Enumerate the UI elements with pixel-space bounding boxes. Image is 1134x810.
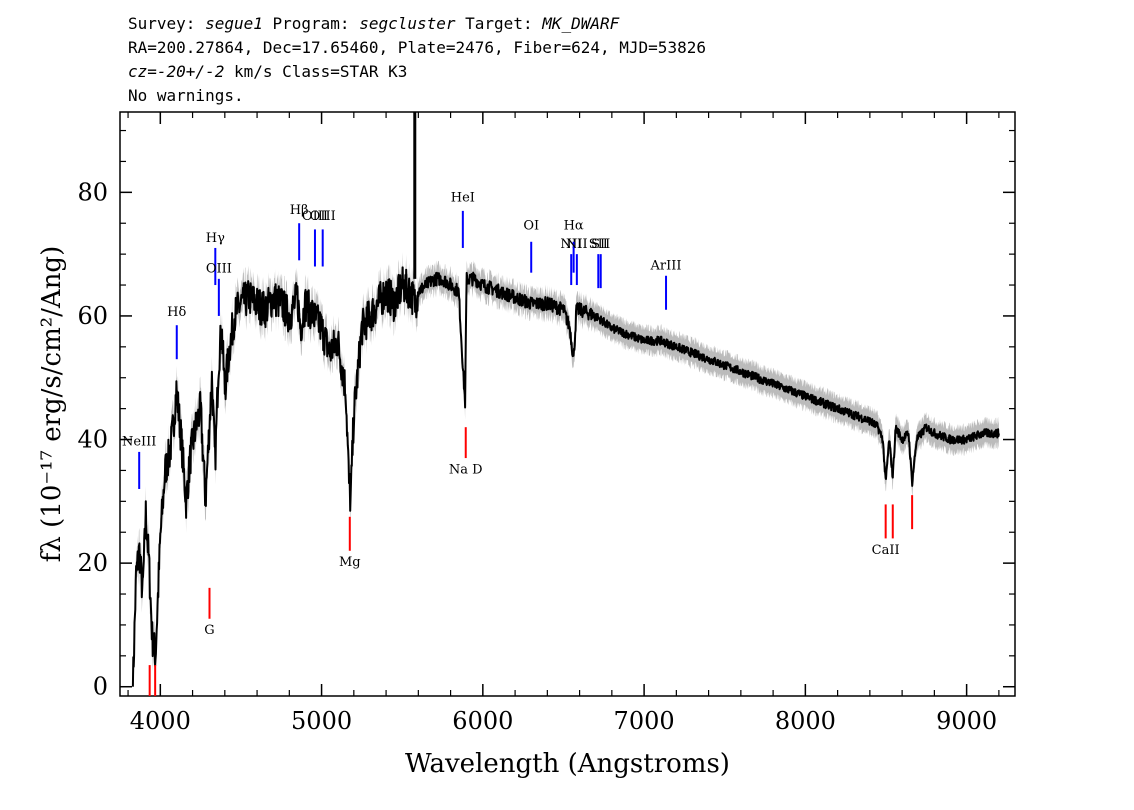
y-tick-label: 40 bbox=[77, 426, 108, 454]
line-label-7: HeI bbox=[451, 191, 475, 206]
line-label-5: OIII bbox=[302, 209, 328, 224]
line-label-17: G bbox=[204, 623, 214, 638]
header-line-2: RA=200.27864, Dec=17.65460, Plate=2476, … bbox=[128, 38, 706, 57]
y-tick-label: 0 bbox=[93, 673, 108, 701]
line-label-8: OI bbox=[523, 218, 539, 233]
header-line-1: Survey: segue1 Program: segcluster Targe… bbox=[128, 12, 706, 36]
target-value: MK_DWARF bbox=[542, 14, 620, 33]
y-tick-label: 20 bbox=[77, 549, 108, 577]
x-axis-title: Wavelength (Angstroms) bbox=[405, 749, 730, 779]
line-label-19: Na D bbox=[449, 463, 483, 478]
line-label-10: Hα bbox=[564, 218, 584, 233]
x-tick-label: 4000 bbox=[130, 707, 191, 735]
line-label-1: Hδ bbox=[167, 305, 186, 320]
header-line-4: No warnings. bbox=[128, 86, 244, 105]
plot-frame bbox=[119, 111, 1016, 697]
flux-line bbox=[131, 266, 1000, 687]
line-label-11: NII bbox=[566, 237, 588, 252]
header-line-3: cz=-20+/-2 km/s Class=STAR K3 bbox=[128, 60, 706, 84]
axis-ticks: 4000 5000 6000 7000 8000 9000 0 20 40 60 80 bbox=[77, 112, 1015, 735]
line-label-6: OIII bbox=[310, 209, 336, 224]
line-label-20: CaII bbox=[872, 543, 900, 558]
line-label-4: Hβ bbox=[290, 203, 309, 218]
redshift-value: cz=-20+/-2 bbox=[128, 62, 225, 81]
flux-series bbox=[131, 112, 1000, 687]
line-label-13: SII bbox=[591, 237, 610, 252]
y-tick-label: 60 bbox=[77, 302, 108, 330]
line-label-14: ArIII bbox=[650, 259, 682, 274]
x-tick-label: 6000 bbox=[452, 707, 513, 735]
line-label-12: SII bbox=[589, 237, 608, 252]
x-tick-label: 7000 bbox=[614, 707, 675, 735]
y-axis-title: fλ (10⁻¹⁷ erg/s/cm²/Ang) bbox=[37, 246, 67, 562]
spectrum-header: Survey: segue1 Program: segcluster Targe… bbox=[128, 12, 706, 108]
x-tick-label: 5000 bbox=[291, 707, 352, 735]
class-text: km/s Class=STAR K3 bbox=[224, 62, 408, 81]
line-label-3: OIII bbox=[206, 262, 232, 277]
survey-label: Survey: bbox=[128, 14, 206, 33]
target-label: Target: bbox=[455, 14, 543, 33]
program-value: segcluster bbox=[359, 14, 456, 33]
x-tick-label: 9000 bbox=[936, 707, 997, 735]
y-tick-label: 80 bbox=[77, 178, 108, 206]
line-label-18: Mg bbox=[339, 555, 361, 570]
x-tick-label: 8000 bbox=[775, 707, 836, 735]
survey-value: segue1 bbox=[205, 14, 263, 33]
line-label-0: NeIII bbox=[122, 435, 156, 450]
program-label: Program: bbox=[262, 14, 360, 33]
line-label-9: NII bbox=[560, 237, 582, 252]
line-label-2: Hγ bbox=[206, 231, 225, 246]
